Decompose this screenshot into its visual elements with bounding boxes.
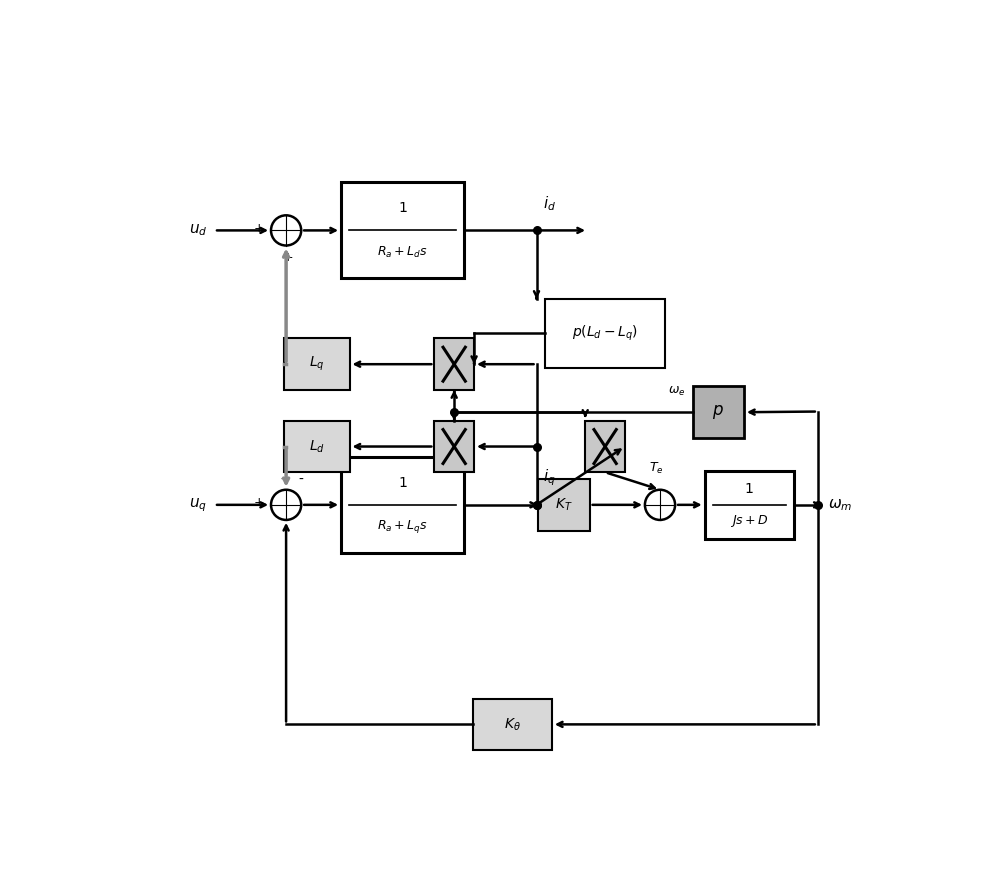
Text: $R_a+L_ds$: $R_a+L_ds$ — [377, 245, 428, 260]
Text: $R_a+L_qs$: $R_a+L_qs$ — [377, 519, 428, 535]
Text: $T_e$: $T_e$ — [649, 461, 664, 476]
Bar — [341, 183, 464, 278]
Bar — [585, 421, 625, 472]
Text: +: + — [253, 222, 264, 235]
Text: $\omega_e$: $\omega_e$ — [668, 386, 686, 398]
Bar — [434, 339, 474, 390]
Bar — [434, 421, 474, 472]
Text: $i_d$: $i_d$ — [543, 194, 556, 213]
Bar — [705, 470, 794, 539]
Text: $i_q$: $i_q$ — [543, 467, 556, 487]
Text: 1: 1 — [745, 482, 754, 496]
Text: $u_d$: $u_d$ — [189, 223, 207, 238]
Text: $L_q$: $L_q$ — [309, 355, 325, 373]
Text: -: - — [299, 472, 304, 486]
Point — [529, 498, 545, 512]
Bar — [284, 339, 350, 390]
Text: $K_\theta$: $K_\theta$ — [504, 716, 521, 732]
Text: 1: 1 — [398, 476, 407, 490]
Point — [529, 498, 545, 512]
Text: 1: 1 — [398, 201, 407, 216]
Circle shape — [271, 216, 301, 246]
Text: +: + — [283, 251, 293, 265]
Point — [446, 405, 462, 420]
Point — [529, 224, 545, 238]
Text: $u_q$: $u_q$ — [189, 496, 207, 513]
Bar — [341, 457, 464, 552]
Text: -: - — [280, 472, 285, 486]
Text: $L_d$: $L_d$ — [309, 438, 325, 454]
Point — [529, 439, 545, 454]
Text: $p$: $p$ — [712, 404, 724, 421]
Point — [810, 498, 826, 512]
Bar — [473, 699, 552, 750]
Circle shape — [271, 490, 301, 520]
Bar — [545, 299, 665, 368]
Text: $Js+D$: $Js+D$ — [730, 512, 769, 528]
Circle shape — [645, 490, 675, 520]
Bar — [538, 479, 590, 530]
Text: +: + — [253, 496, 264, 510]
Bar — [693, 387, 744, 438]
Text: $K_T$: $K_T$ — [555, 496, 573, 513]
Bar — [284, 421, 350, 472]
Text: $p(L_d-L_q)$: $p(L_d-L_q)$ — [572, 323, 638, 343]
Text: $\omega_m$: $\omega_m$ — [828, 497, 852, 512]
